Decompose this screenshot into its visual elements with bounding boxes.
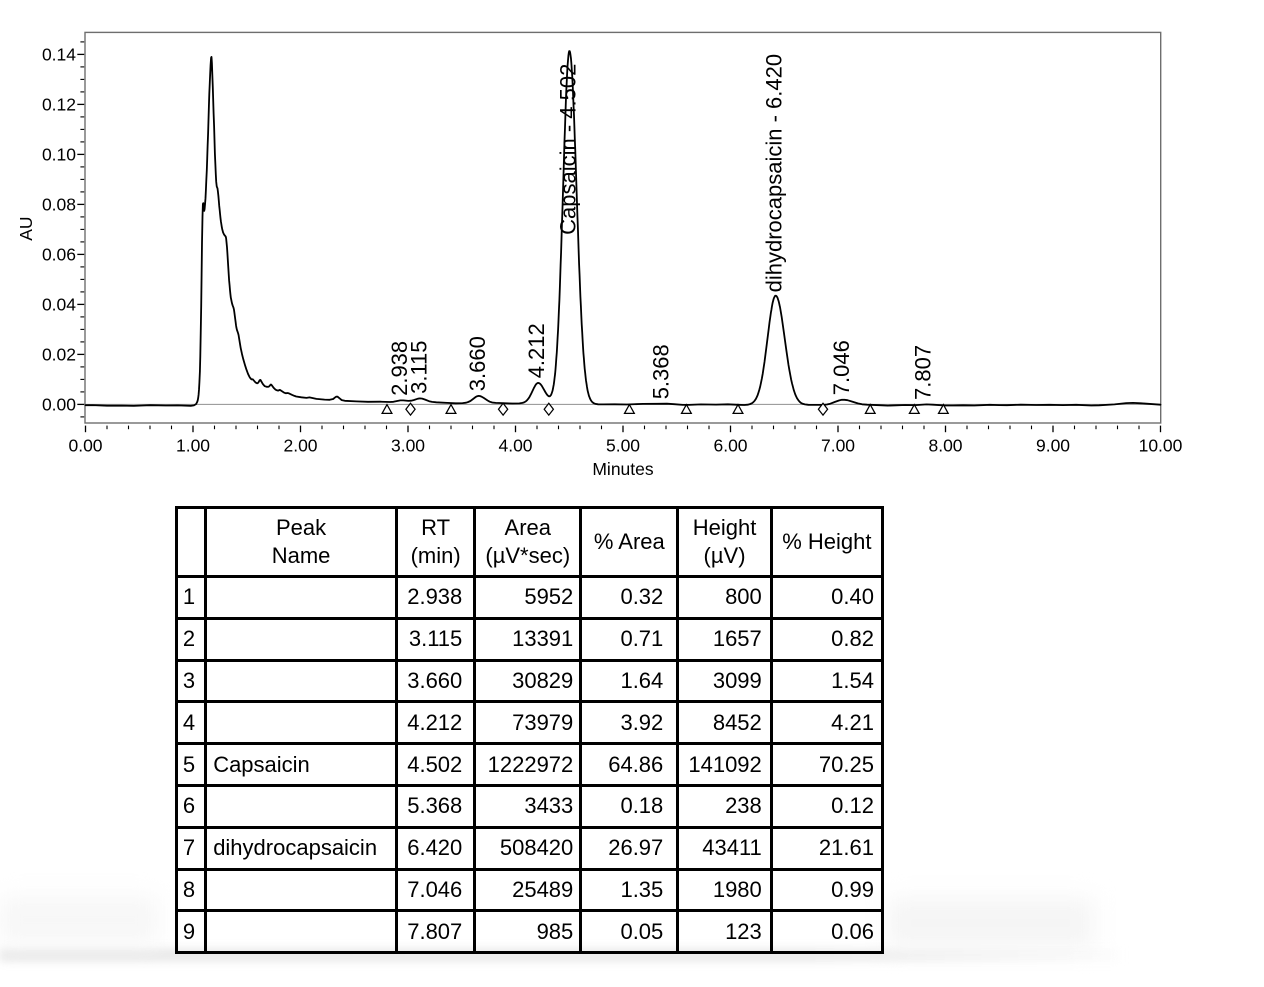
svg-text:dihydrocapsaicin - 6.420: dihydrocapsaicin - 6.420 — [762, 54, 787, 292]
svg-text:7.00: 7.00 — [821, 436, 855, 456]
svg-text:0.02: 0.02 — [42, 344, 76, 364]
svg-text:5.00: 5.00 — [606, 436, 640, 456]
svg-text:8.00: 8.00 — [928, 436, 962, 456]
svg-text:6.00: 6.00 — [713, 436, 747, 456]
svg-text:0.04: 0.04 — [42, 294, 76, 314]
svg-text:3.115: 3.115 — [406, 340, 431, 393]
svg-text:4.212: 4.212 — [524, 323, 549, 378]
svg-text:3.660: 3.660 — [465, 336, 490, 391]
svg-text:5.368: 5.368 — [649, 344, 674, 399]
svg-text:2.938: 2.938 — [387, 341, 412, 396]
svg-text:4.00: 4.00 — [498, 436, 532, 456]
svg-text:0.10: 0.10 — [42, 144, 76, 164]
svg-text:AU: AU — [16, 216, 36, 240]
svg-text:0.06: 0.06 — [42, 244, 76, 264]
svg-text:0.14: 0.14 — [42, 44, 76, 64]
svg-text:7.046: 7.046 — [829, 340, 854, 395]
svg-text:7.807: 7.807 — [911, 345, 936, 400]
svg-text:0.12: 0.12 — [42, 94, 76, 114]
svg-text:Minutes: Minutes — [592, 459, 654, 479]
svg-text:2.00: 2.00 — [283, 436, 317, 456]
svg-text:1.00: 1.00 — [176, 436, 210, 456]
svg-text:9.00: 9.00 — [1036, 436, 1070, 456]
svg-text:0.00: 0.00 — [42, 394, 76, 414]
svg-text:3.00: 3.00 — [391, 436, 425, 456]
svg-text:10.00: 10.00 — [1139, 436, 1183, 456]
svg-text:0.00: 0.00 — [68, 436, 102, 456]
svg-text:0.08: 0.08 — [42, 194, 76, 214]
svg-text:Capsaicin - 4.502: Capsaicin - 4.502 — [555, 64, 580, 235]
